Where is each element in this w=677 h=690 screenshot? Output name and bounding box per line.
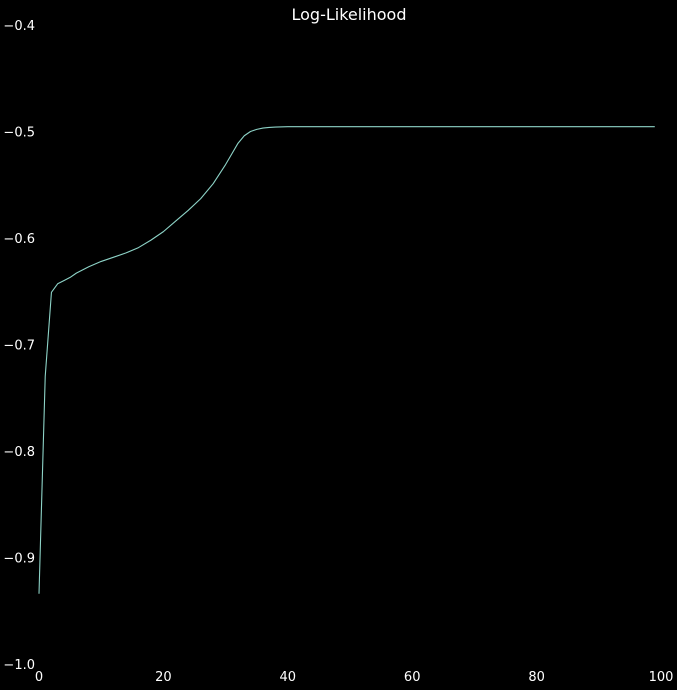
x-tick-label: 0 (35, 670, 43, 685)
y-axis-ticks: −1.0 −0.9 −0.8 −0.7 −0.6 −0.5 −0.4 (3, 19, 35, 673)
x-axis-ticks: 0 20 40 60 80 100 (35, 670, 674, 685)
x-tick-label: 60 (404, 670, 421, 685)
chart-title: Log-Likelihood (291, 5, 406, 24)
series-line (38, 126, 655, 594)
y-tick-label: −0.7 (3, 339, 35, 354)
y-tick-label: −0.4 (3, 19, 35, 34)
x-tick-label: 40 (280, 670, 297, 685)
x-tick-label: 20 (155, 670, 172, 685)
series-layer (38, 126, 655, 594)
x-tick-label: 100 (649, 670, 674, 685)
y-tick-label: −1.0 (3, 658, 35, 673)
y-tick-label: −0.6 (3, 232, 35, 247)
y-tick-label: −0.9 (3, 552, 35, 567)
y-tick-label: −0.8 (3, 445, 35, 460)
x-tick-label: 80 (528, 670, 545, 685)
y-tick-label: −0.5 (3, 126, 35, 141)
